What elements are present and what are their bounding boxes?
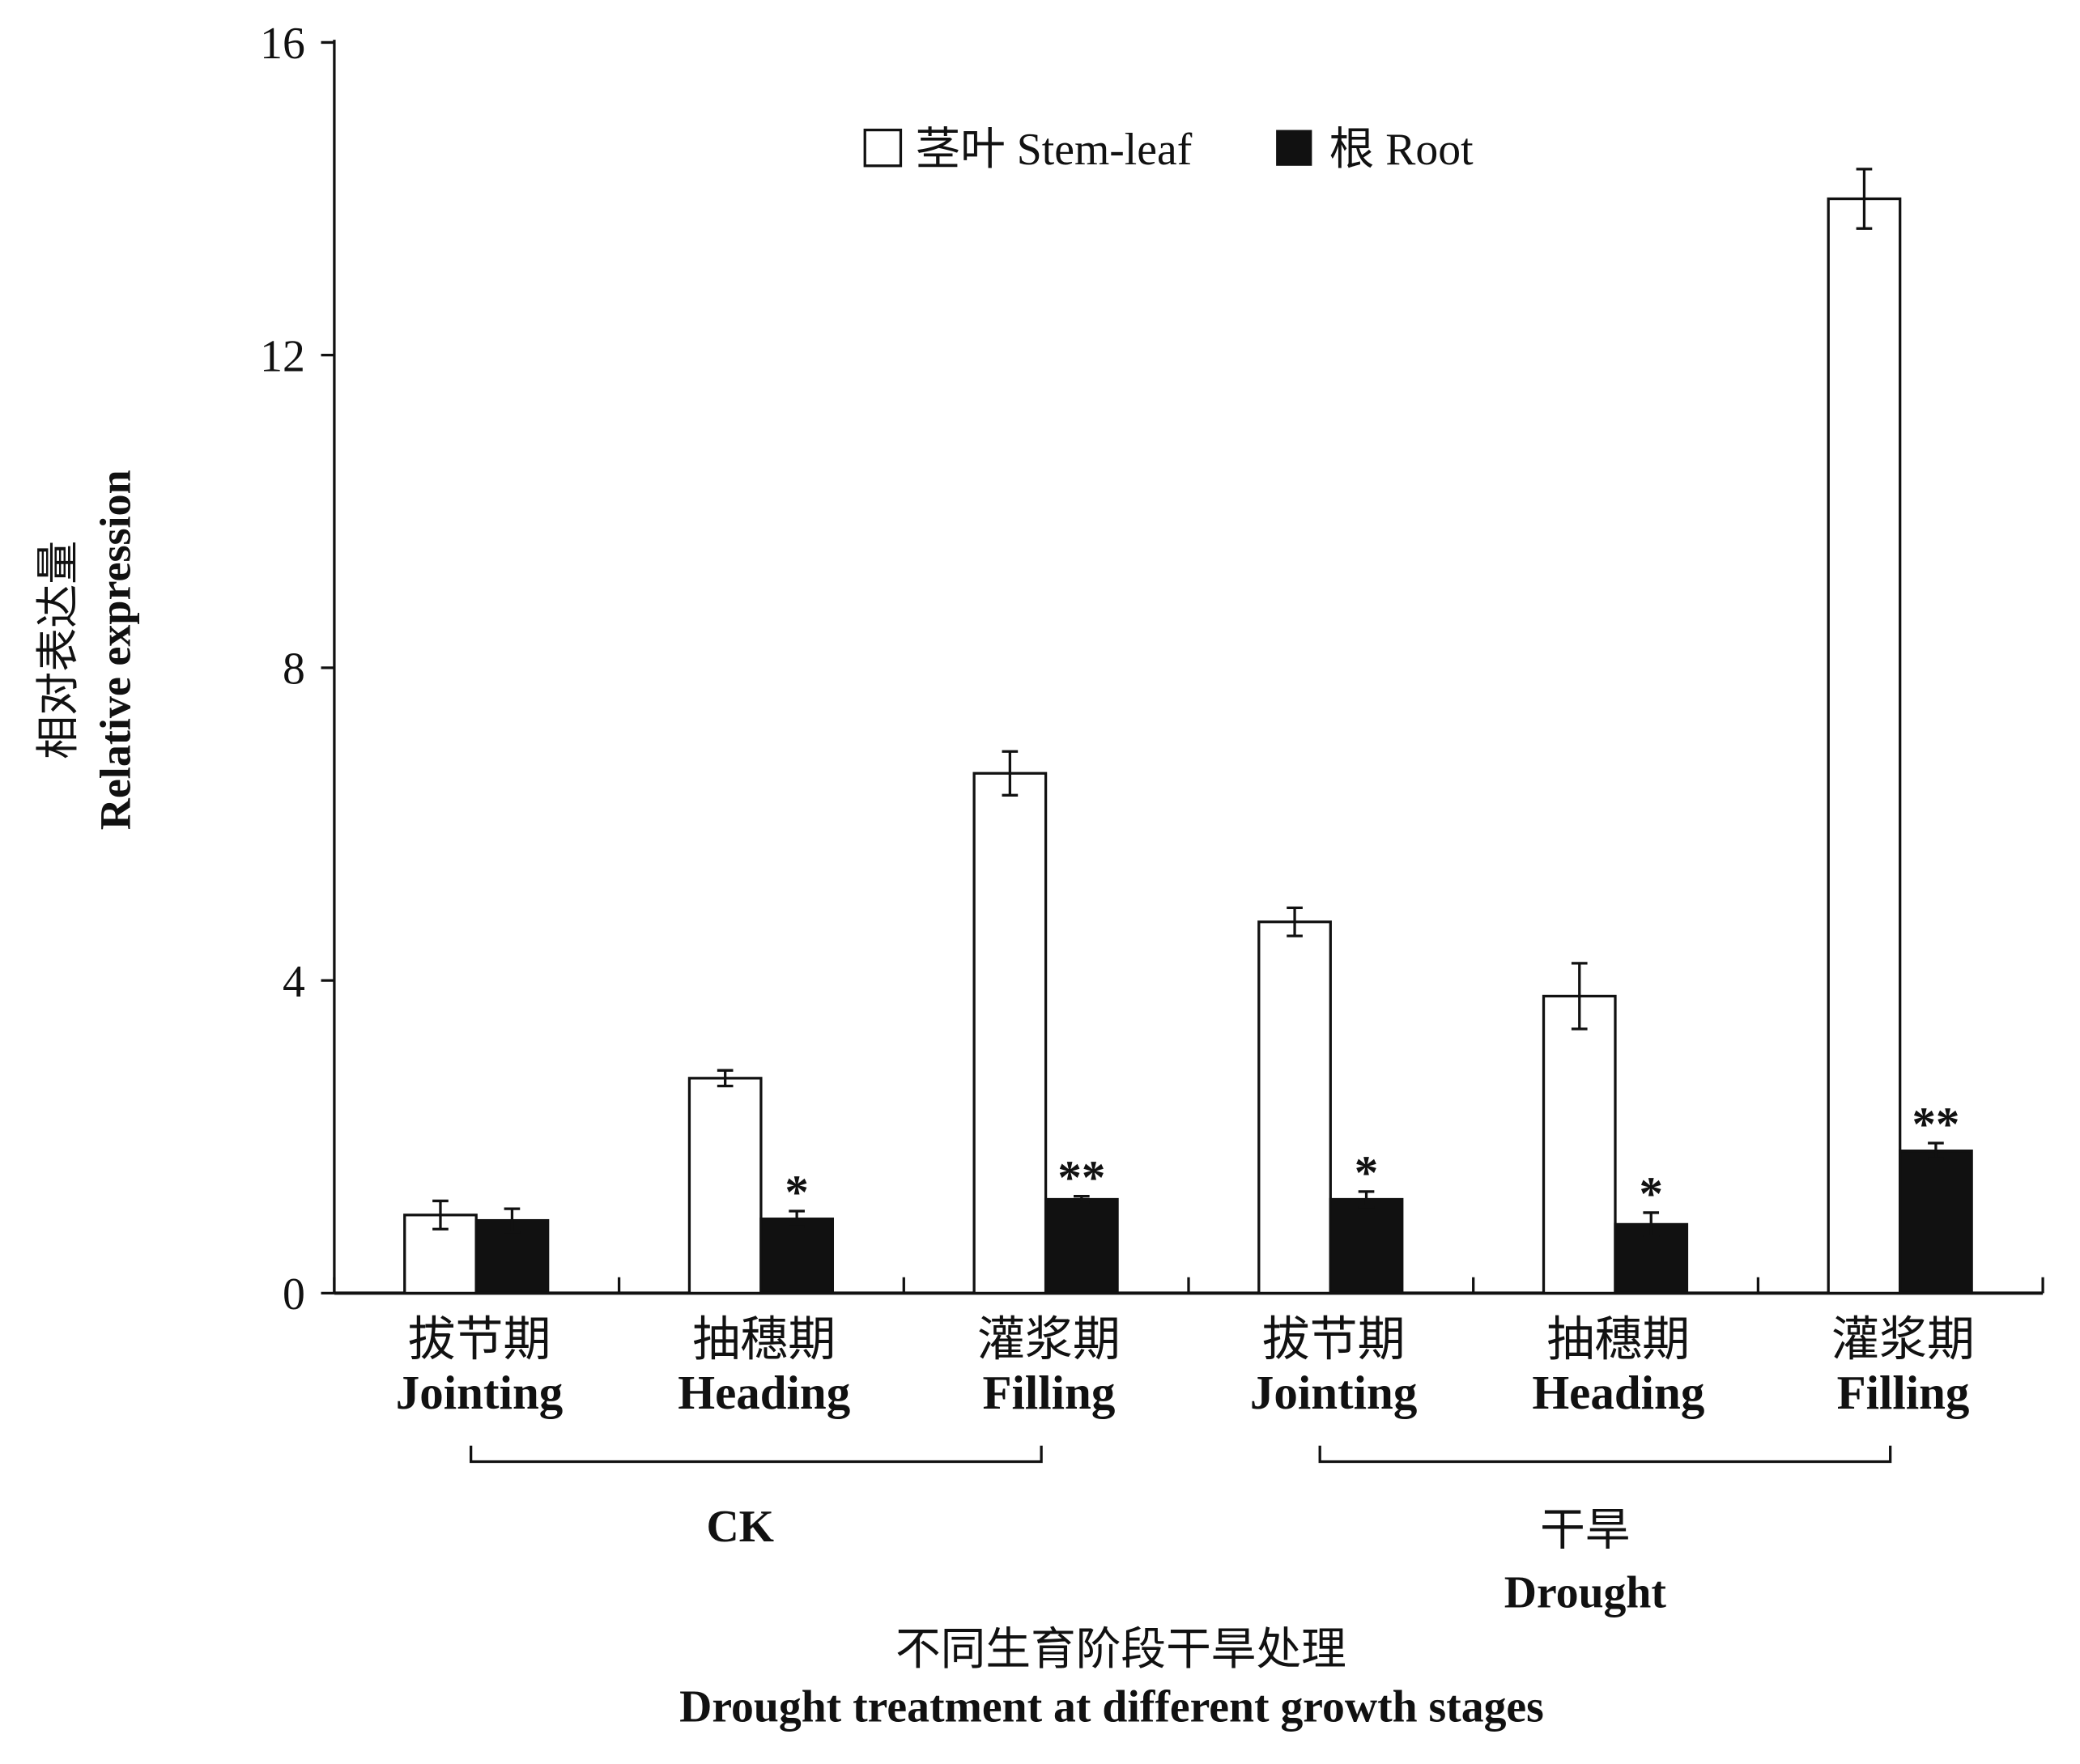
x-tick-label-cn: 拔节期 <box>408 1312 551 1366</box>
group-ck: CK <box>470 1445 1043 1552</box>
x-tick-label: Heading <box>1532 1366 1704 1419</box>
significance-label: * <box>1355 1146 1378 1200</box>
x-tick-label: Jointing <box>1250 1366 1417 1419</box>
y-axis-title: 相对表达量 Relative expression <box>34 470 139 830</box>
axes <box>321 40 2044 1295</box>
x-tick-label-cn: 拔节期 <box>1262 1312 1406 1366</box>
group-label-ck: CK <box>706 1502 774 1552</box>
bar-root <box>474 1218 550 1295</box>
bar-stem-leaf <box>972 771 1048 1295</box>
group-label-drought-cn: 干旱 <box>1540 1506 1630 1556</box>
legend-swatch-stem-leaf <box>863 128 903 168</box>
y-tick-label: 16 <box>260 19 305 69</box>
x-tick-label-cn: 抽穗期 <box>1546 1312 1690 1366</box>
bar-stem-leaf <box>687 1077 763 1295</box>
group-label-drought: Drought <box>1504 1568 1667 1618</box>
group-bracket-ck <box>470 1445 1043 1464</box>
x-axis-title-cn: 不同生育阶段干旱处理 <box>895 1625 1346 1675</box>
significance-label: ** <box>1912 1098 1959 1151</box>
group-drought: 干旱 Drought <box>1318 1445 1892 1618</box>
bar-root <box>759 1218 835 1295</box>
x-tick-label-cn: 灌浆期 <box>1831 1312 1975 1366</box>
legend-label-root: 根 Root <box>1329 125 1474 175</box>
bar-root <box>1329 1197 1404 1295</box>
significance-label: * <box>785 1166 808 1219</box>
significance-label: * <box>1639 1167 1662 1221</box>
x-tick-label: Heading <box>678 1366 850 1419</box>
bar-stem-leaf <box>1257 920 1332 1295</box>
bar-stem-leaf <box>1827 197 1902 1295</box>
y-tick-label: 4 <box>283 957 305 1007</box>
bar-stem-leaf <box>1542 994 1617 1295</box>
labels: 0481216拔节期Jointing*抽穗期Heading**灌浆期Fillin… <box>260 19 1975 1419</box>
x-tick-label: Jointing <box>396 1366 563 1419</box>
legend: 茎叶 Stem-leaf 根 Root <box>863 125 1474 175</box>
x-tick-label-cn: 抽穗期 <box>692 1312 836 1366</box>
bar-root <box>1044 1197 1119 1295</box>
legend-label-stem-leaf: 茎叶 Stem-leaf <box>915 125 1192 175</box>
x-axis-title-en: Drought treatment at different growth st… <box>679 1682 1544 1732</box>
bars <box>403 168 1973 1295</box>
group-bracket-drought <box>1318 1445 1892 1464</box>
y-tick-label: 12 <box>260 331 305 381</box>
x-tick-label-cn: 灌浆期 <box>977 1312 1121 1366</box>
legend-swatch-root <box>1276 130 1312 166</box>
x-tick-label: Filling <box>1837 1366 1970 1419</box>
significance-label: ** <box>1057 1150 1105 1204</box>
x-tick-label: Filling <box>983 1366 1116 1419</box>
y-axis-title-en: Relative expression <box>91 470 140 830</box>
y-axis-title-cn: 相对表达量 <box>34 541 83 759</box>
y-tick-label: 0 <box>283 1269 305 1320</box>
y-tick-label: 8 <box>283 644 305 695</box>
bar-root <box>1899 1150 1973 1295</box>
